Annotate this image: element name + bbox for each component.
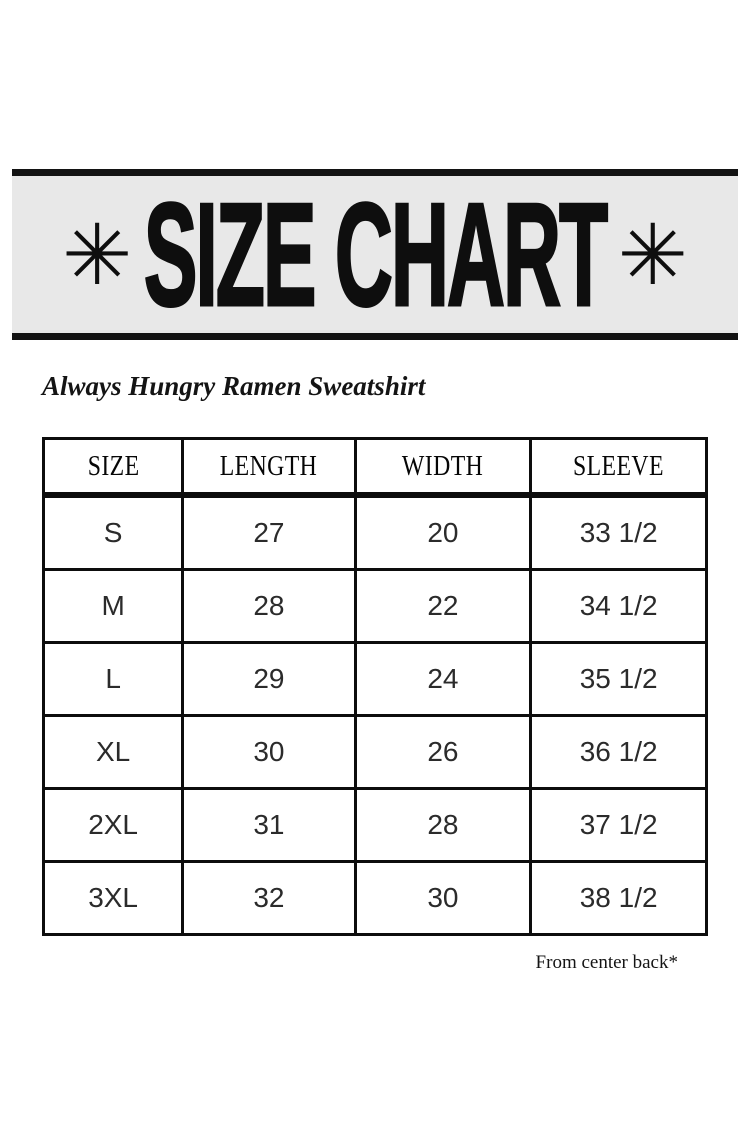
cell-sleeve: 34 1/2	[529, 568, 708, 644]
header-length-label: LENGTH	[220, 449, 318, 482]
header-width: WIDTH	[353, 437, 533, 498]
cell-length: 28	[181, 568, 357, 644]
cell-length: 30	[181, 714, 357, 790]
cell-length: 27	[181, 493, 357, 571]
cell-size: XL	[41, 714, 185, 790]
cell-size: 2XL	[41, 787, 185, 863]
header-width-label: WIDTH	[402, 449, 484, 482]
cell-width: 26	[353, 714, 533, 790]
banner-title: SIZE CHART	[143, 172, 609, 337]
table-row: L 29 24 35 1/2	[41, 641, 708, 717]
asterisk-icon: ✳	[617, 205, 688, 304]
table-row: S 27 20 33 1/2	[41, 493, 708, 571]
cell-size: 3XL	[41, 860, 185, 936]
footnote: From center back*	[535, 952, 678, 973]
header-sleeve: SLEEVE	[529, 437, 708, 498]
cell-width: 24	[353, 641, 533, 717]
cell-sleeve: 35 1/2	[529, 641, 708, 717]
cell-size: M	[41, 568, 185, 644]
asterisk-icon: ✳	[62, 205, 133, 304]
table-row: 3XL 32 30 38 1/2	[41, 860, 708, 936]
table-row: M 28 22 34 1/2	[41, 568, 708, 644]
cell-length: 31	[181, 787, 357, 863]
table-header-row: SIZE LENGTH WIDTH SLEEVE	[41, 437, 708, 498]
cell-sleeve: 33 1/2	[529, 493, 708, 571]
header-sleeve-label: SLEEVE	[573, 449, 665, 482]
table-row: 2XL 31 28 37 1/2	[41, 787, 708, 863]
cell-size: S	[41, 493, 185, 571]
size-chart-banner: ✳ SIZE CHART ✳	[12, 169, 738, 340]
cell-length: 32	[181, 860, 357, 936]
cell-width: 30	[353, 860, 533, 936]
size-table-body: S 27 20 33 1/2 M 28 22 34 1/2 L 29 24 35 1/2 XL 30 26 3…	[41, 493, 708, 936]
table-row: XL 30 26 36 1/2	[41, 714, 708, 790]
cell-size: L	[41, 641, 185, 717]
cell-width: 28	[353, 787, 533, 863]
cell-sleeve: 37 1/2	[529, 787, 708, 863]
header-length: LENGTH	[181, 437, 357, 498]
header-size-label: SIZE	[87, 449, 140, 482]
cell-sleeve: 36 1/2	[529, 714, 708, 790]
header-size: SIZE	[41, 437, 185, 498]
cell-width: 20	[353, 493, 533, 571]
cell-sleeve: 38 1/2	[529, 860, 708, 936]
size-table: SIZE LENGTH WIDTH SLEEVE S 27 20 33 1/2 M 28 2…	[41, 437, 708, 936]
cell-length: 29	[181, 641, 357, 717]
product-name: Always Hungry Ramen Sweatshirt	[42, 371, 426, 401]
cell-width: 22	[353, 568, 533, 644]
